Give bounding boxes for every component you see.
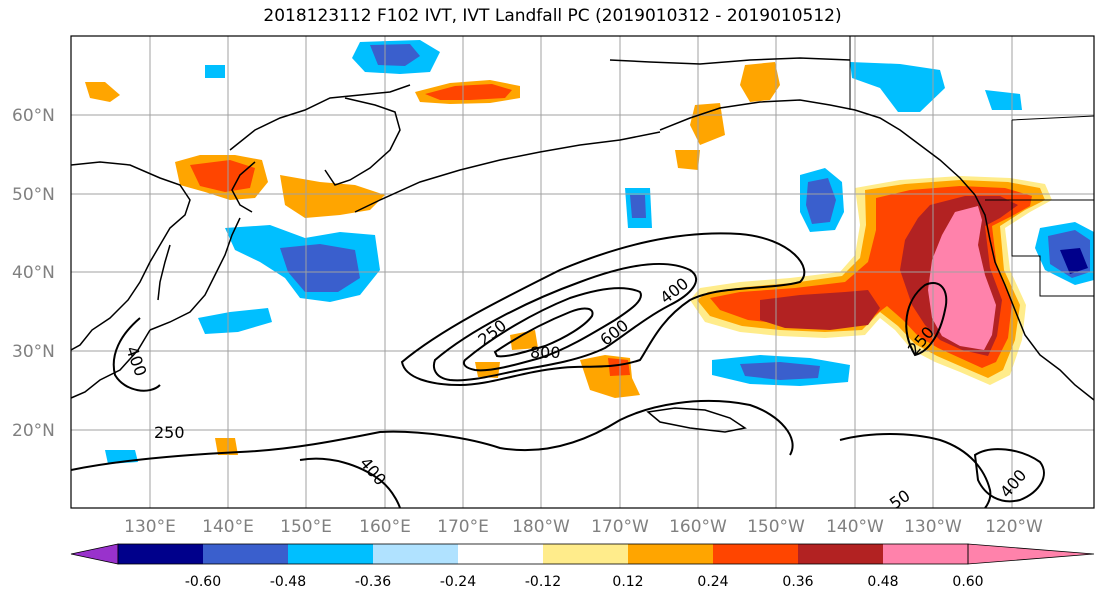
contour-label: 250 [154, 423, 185, 442]
colorbar-segment [798, 544, 883, 564]
fill-shape [740, 62, 780, 102]
colorbar-segment [628, 544, 713, 564]
lon-label: 150°W [747, 517, 805, 537]
coastline-okhotsk-west [231, 161, 256, 213]
lon-label: 140°W [826, 517, 884, 537]
lat-label: 50°N [12, 185, 55, 205]
political-borders [849, 36, 1094, 297]
fill-shape [1060, 248, 1088, 274]
colorbar-label: -0.12 [525, 574, 561, 590]
coastline-siberia [229, 84, 411, 151]
colorbar-segment [118, 544, 203, 564]
lon-label: 140°E [202, 517, 254, 537]
colorbar-extend-low [70, 543, 119, 565]
coastline-korea [157, 244, 171, 301]
coastlines [71, 57, 1094, 433]
lon-label: 120°W [985, 517, 1043, 537]
colorbar-label: 0.60 [952, 574, 983, 590]
fill-shape [630, 195, 646, 218]
fill-shape [675, 150, 700, 170]
latitude-labels: 60°N 50°N 40°N 30°N 20°N [12, 106, 55, 441]
lon-label: 180°W [512, 517, 570, 537]
colorbar-segment [713, 544, 798, 564]
contour-west-400 [112, 317, 161, 392]
fill-shape [760, 290, 880, 330]
colorbar-outline [117, 543, 969, 565]
lat-label: 30°N [12, 342, 55, 362]
coastline-kamchatka [324, 97, 401, 186]
coastline-westcoast [974, 194, 1094, 401]
coastline-asia [71, 161, 191, 351]
coastline-alaska-north [609, 57, 851, 65]
lon-label: 130°E [124, 517, 176, 537]
fill-shape [425, 84, 512, 100]
contour-600 [462, 287, 642, 372]
border-canada-provinces [1011, 115, 1094, 200]
coastline-hawaii [646, 407, 747, 433]
colorbar-segment [458, 544, 543, 564]
fill-shape [215, 438, 238, 455]
colorbar-segment [883, 544, 968, 564]
colorbar-label: 0.36 [782, 574, 813, 590]
contour-lower-250 [71, 400, 794, 471]
fill-shape [850, 62, 945, 112]
colorbar-label: -0.24 [440, 574, 476, 590]
colorbar-segment [288, 544, 373, 564]
fill-shape [690, 103, 725, 145]
lat-label: 20°N [12, 421, 55, 441]
contour-400 [432, 263, 698, 382]
colorbar-segment [543, 544, 628, 564]
contour-se-250 [839, 433, 992, 508]
contour-lower-400 [299, 457, 401, 508]
border-us-states [1011, 200, 1094, 297]
fill-shape [280, 244, 360, 292]
fill-shape [740, 362, 820, 380]
fill-shape [510, 330, 538, 350]
fill-shape [608, 358, 630, 376]
colorbar: -0.60 -0.48 -0.36 -0.24 -0.12 0.12 0.24 … [70, 543, 1095, 590]
lon-label: 170°E [437, 517, 489, 537]
colorbar-label: 0.48 [867, 574, 898, 590]
map-gridlines [71, 36, 1094, 508]
colorbar-label: 0.24 [697, 574, 728, 590]
lat-label: 60°N [12, 106, 55, 126]
ivt-contours [71, 232, 1045, 508]
lon-label: 150°E [280, 517, 332, 537]
colorbar-extend-high-arrow [967, 543, 1095, 565]
colorbar-label: -0.36 [355, 574, 391, 590]
lon-label: 160°E [359, 517, 411, 537]
fill-shape [190, 160, 255, 192]
coastline-alaska [659, 99, 976, 196]
longitude-labels: 130°E 140°E 150°E 160°E 170°E 180°W 170°… [124, 517, 1043, 537]
map-title: 2018123112 F102 IVT, IVT Landfall PC (20… [263, 6, 842, 26]
colorbar-label: -0.48 [270, 574, 306, 590]
colorbar-labels: -0.60 -0.48 -0.36 -0.24 -0.12 0.12 0.24 … [185, 574, 984, 590]
fill-shape [205, 65, 225, 78]
lon-label: 170°W [591, 517, 649, 537]
fill-shape [198, 308, 272, 334]
fill-shape [806, 178, 836, 224]
colorbar-label: -0.60 [185, 574, 221, 590]
map-frame [70, 35, 1095, 509]
contour-800 [493, 307, 594, 358]
colorbar-label: 0.12 [612, 574, 643, 590]
contour-label: 800 [530, 343, 561, 362]
fill-shape [85, 82, 120, 102]
lat-label: 40°N [12, 263, 55, 283]
colorbar-segment [203, 544, 288, 564]
fill-shape [370, 44, 420, 66]
contour-east-250 [905, 282, 948, 357]
colorbar-segment [373, 544, 458, 564]
coastline-aleutians [354, 131, 661, 213]
coastline-japan [149, 217, 241, 331]
negative-fill-shapes [105, 40, 1094, 464]
lon-label: 130°W [904, 517, 962, 537]
lon-label: 160°W [669, 517, 727, 537]
contour-250 [400, 232, 806, 387]
coastline-china-east [71, 329, 151, 399]
fill-shape [985, 90, 1022, 110]
